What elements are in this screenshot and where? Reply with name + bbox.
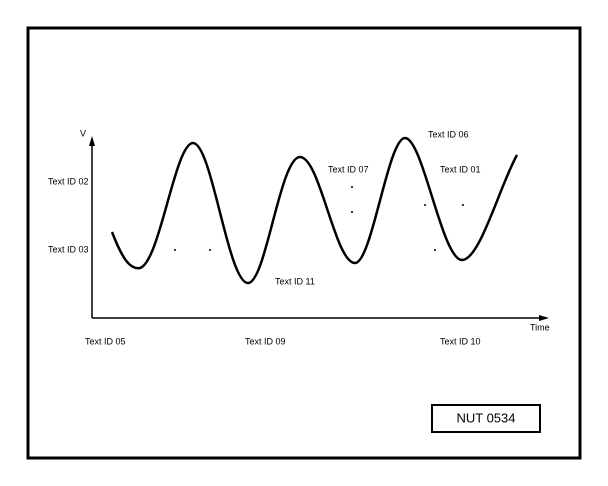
callout-label: Text ID 07 — [328, 164, 369, 174]
callout-label: Text ID 01 — [440, 164, 481, 174]
x-axis-label: Time — [530, 322, 550, 332]
callout-label: Text ID 09 — [245, 336, 286, 346]
y-axis-label: V — [80, 128, 86, 138]
callout-label: Text ID 11 — [275, 276, 315, 286]
callout-label: Text ID 05 — [85, 336, 126, 346]
wave-curve — [110, 136, 519, 285]
callout-label: Text ID 06 — [428, 129, 469, 139]
callout-label: Text ID 03 — [48, 244, 89, 254]
callout-label: Text ID 02 — [48, 176, 89, 186]
figure-id: NUT 0534 — [456, 410, 515, 425]
x-arrow — [539, 315, 549, 321]
figure-id-box — [431, 404, 541, 433]
callout-label: Text ID 10 — [440, 336, 481, 346]
y-arrow — [89, 136, 95, 146]
frame — [26, 26, 582, 460]
reference-dots — [119, 186, 464, 251]
